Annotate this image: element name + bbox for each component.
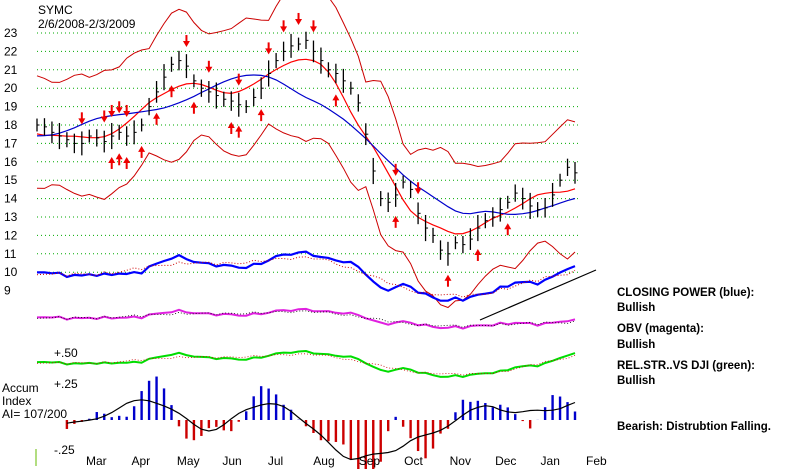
signal-arrows	[78, 12, 512, 287]
buy-arrow-icon	[257, 109, 265, 116]
ai-value: AI= 107/200	[2, 407, 67, 421]
closing-power-line	[37, 250, 576, 302]
price-bars	[36, 31, 578, 266]
y-tick-18: 18	[4, 118, 18, 132]
buy-arrow-icon	[115, 153, 123, 160]
x-tick-may: May	[177, 454, 200, 468]
accum-index-sublabel: Index	[2, 394, 31, 408]
accum-index-histogram	[65, 376, 577, 469]
y-tick-11: 11	[4, 247, 17, 261]
sell-arrow-icon	[235, 79, 243, 86]
x-tick-jan: Jan	[541, 454, 560, 468]
sell-arrow-icon	[100, 116, 108, 123]
y-tick-10: 10	[4, 265, 18, 279]
accum-tick-plus25: +.25	[54, 377, 78, 391]
buy-arrow-icon	[123, 156, 131, 163]
accum-index-label: Accum	[2, 381, 39, 395]
buy-arrow-icon	[235, 125, 243, 132]
closing-power-trendline	[479, 269, 597, 321]
buy-arrow-icon	[168, 85, 175, 92]
y-tick-labels: 9 10 11 12 13 14 15 16 17 18 19 20 21 22 23	[4, 26, 18, 298]
y-tick-19: 19	[4, 100, 18, 114]
sell-arrow-icon	[182, 41, 190, 48]
indicator-lines	[36, 250, 597, 379]
accum-tick-minus25: -.25	[54, 443, 75, 457]
lower-band	[36, 123, 576, 309]
buy-arrow-icon	[332, 94, 340, 101]
obv-status: Bullish	[617, 339, 655, 351]
x-tick-labels: Mar Apr May Jun Jul Aug Sep Oct Nov Dec Jan Feb	[86, 454, 607, 468]
y-tick-20: 20	[4, 81, 18, 95]
x-tick-apr: Apr	[131, 454, 150, 468]
x-tick-jun: Jun	[222, 454, 241, 468]
x-tick-jul: Jul	[268, 454, 283, 468]
buy-arrow-icon	[504, 223, 512, 230]
buy-arrow-icon	[153, 112, 161, 119]
upper-band	[36, 0, 576, 168]
y-tick-9: 9	[4, 284, 11, 298]
rel-strength-ma	[36, 353, 576, 376]
chart-title: SYMC	[38, 3, 73, 17]
sell-arrow-icon	[309, 26, 317, 33]
sell-arrow-icon	[123, 110, 131, 117]
y-tick-13: 13	[4, 210, 18, 224]
closing-power-status: Bullish	[617, 302, 655, 314]
buy-arrow-icon	[138, 145, 146, 152]
chart-subtitle: 2/6/2008-2/3/2009	[38, 17, 136, 31]
sell-arrow-icon	[78, 118, 86, 125]
y-tick-15: 15	[4, 173, 18, 187]
rel-strength-title: REL.STR..VS DJI (green):	[617, 360, 755, 372]
buy-arrow-icon	[444, 274, 452, 281]
y-tick-14: 14	[4, 192, 18, 206]
accum-index-ma	[66, 399, 576, 461]
x-tick-mar: Mar	[86, 454, 107, 468]
rel-strength-line	[36, 349, 576, 379]
bearish-note: Bearish: Distrubtion Falling.	[617, 421, 771, 433]
x-tick-feb: Feb	[586, 454, 607, 468]
closing-power-ma	[36, 256, 576, 298]
obv-ma	[36, 310, 576, 328]
sell-arrow-icon	[205, 66, 213, 73]
sell-arrow-icon	[108, 110, 116, 117]
buy-arrow-icon	[392, 215, 400, 222]
x-tick-aug: Aug	[313, 454, 334, 468]
sell-arrow-icon	[414, 188, 422, 195]
rel-strength-status: Bullish	[617, 375, 655, 387]
y-tick-22: 22	[4, 44, 18, 58]
buy-arrow-icon	[108, 156, 116, 163]
buy-arrow-icon	[474, 248, 482, 255]
y-tick-16: 16	[4, 155, 18, 169]
price-bands	[36, 0, 576, 309]
sell-arrow-icon	[295, 18, 303, 25]
sell-arrow-icon	[392, 169, 400, 176]
long-moving-average	[36, 74, 576, 216]
x-tick-nov: Nov	[450, 454, 471, 468]
y-tick-23: 23	[4, 26, 18, 40]
sell-arrow-icon	[280, 26, 288, 33]
buy-arrow-icon	[227, 122, 235, 128]
sell-arrow-icon	[265, 48, 273, 55]
x-tick-oct: Oct	[404, 454, 423, 468]
short-moving-average	[36, 58, 576, 235]
closing-power-title: CLOSING POWER (blue):	[617, 287, 754, 299]
obv-title: OBV (magenta):	[617, 323, 704, 335]
x-tick-dec: Dec	[495, 454, 516, 468]
price-grid	[37, 32, 580, 273]
y-tick-21: 21	[4, 63, 18, 77]
x-tick-sep: Sep	[359, 454, 381, 468]
y-tick-12: 12	[4, 228, 18, 242]
y-tick-17: 17	[4, 136, 18, 150]
buy-arrow-icon	[190, 101, 198, 108]
sell-arrow-icon	[115, 107, 123, 114]
accum-tick-plus50: +.50	[54, 346, 78, 360]
